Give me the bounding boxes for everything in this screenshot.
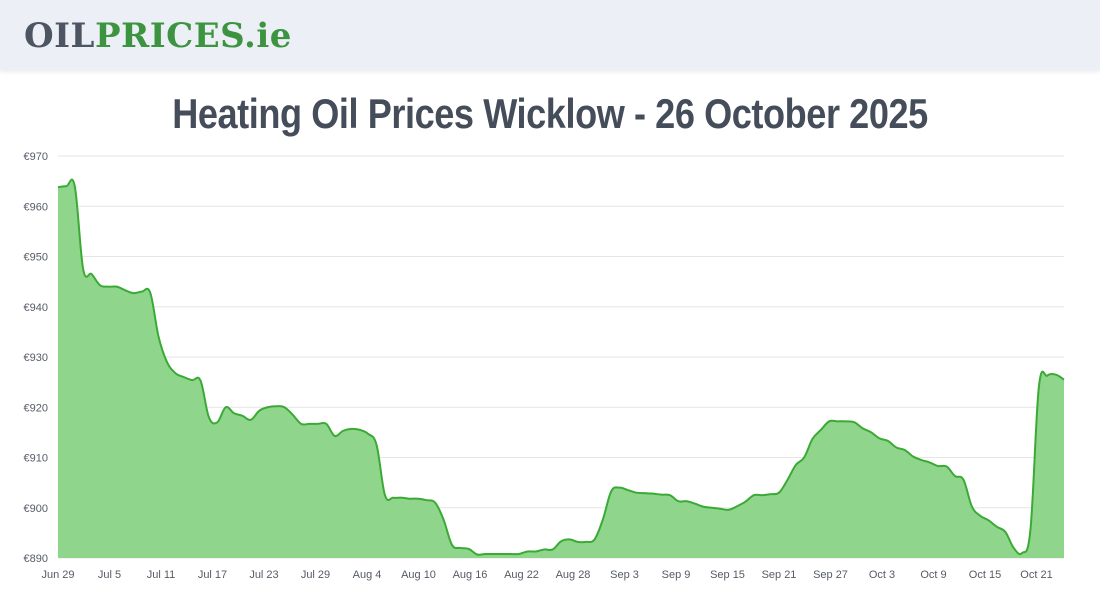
x-tick-label: Jul 5 [98, 569, 121, 581]
y-tick-label: €920 [24, 402, 48, 414]
x-tick-label: Aug 10 [401, 569, 436, 581]
price-line [57, 178, 1065, 556]
x-tick-label: Sep 21 [762, 569, 797, 581]
logo-oil-text: OIL [24, 16, 95, 56]
chart-title: Heating Oil Prices Wicklow - 26 October … [172, 90, 928, 137]
x-tick-label: Oct 15 [969, 569, 1001, 581]
x-tick-label: Sep 27 [813, 569, 848, 581]
x-axis-labels: Jun 29 Jul 5 Jul 11 Jul 17 Jul 23 Jul 29 Aug 4… [41, 569, 1052, 581]
logo-ie-text: .ie [243, 16, 292, 56]
y-tick-label: €930 [24, 352, 48, 364]
x-tick-label: Oct 21 [1020, 569, 1052, 581]
x-tick-label: Aug 28 [556, 569, 591, 581]
y-tick-label: €950 [24, 252, 48, 264]
y-tick-label: €890 [24, 553, 48, 565]
x-tick-label: Oct 3 [869, 569, 895, 581]
x-tick-label: Oct 9 [920, 569, 946, 581]
y-tick-label: €940 [24, 302, 48, 314]
y-tick-label: €960 [24, 201, 48, 213]
y-tick-label: €970 [24, 151, 48, 163]
x-tick-label: Jul 23 [249, 569, 278, 581]
x-tick-label: Jul 17 [198, 569, 227, 581]
price-area [58, 179, 1064, 559]
x-tick-label: Aug 4 [353, 569, 382, 581]
x-tick-label: Sep 15 [710, 569, 745, 581]
x-tick-label: Aug 16 [453, 569, 488, 581]
site-logo[interactable]: OILPRICES.ie [24, 16, 292, 56]
y-tick-label: €900 [24, 503, 48, 515]
x-tick-label: Sep 3 [610, 569, 639, 581]
site-header: OILPRICES.ie [0, 0, 1100, 70]
price-chart: €890 €900 €910 €920 €930 €940 €950 €960 €970 Jun… [24, 151, 1065, 581]
y-tick-label: €910 [24, 453, 48, 465]
x-tick-label: Jul 29 [301, 569, 330, 581]
x-tick-label: Aug 22 [504, 569, 539, 581]
logo-prices-text: PRICES [94, 16, 244, 56]
x-tick-label: Sep 9 [662, 569, 691, 581]
x-tick-label: Jun 29 [41, 569, 74, 581]
x-tick-label: Jul 11 [147, 569, 176, 581]
y-axis-labels: €890 €900 €910 €920 €930 €940 €950 €960 €970 [24, 151, 48, 565]
